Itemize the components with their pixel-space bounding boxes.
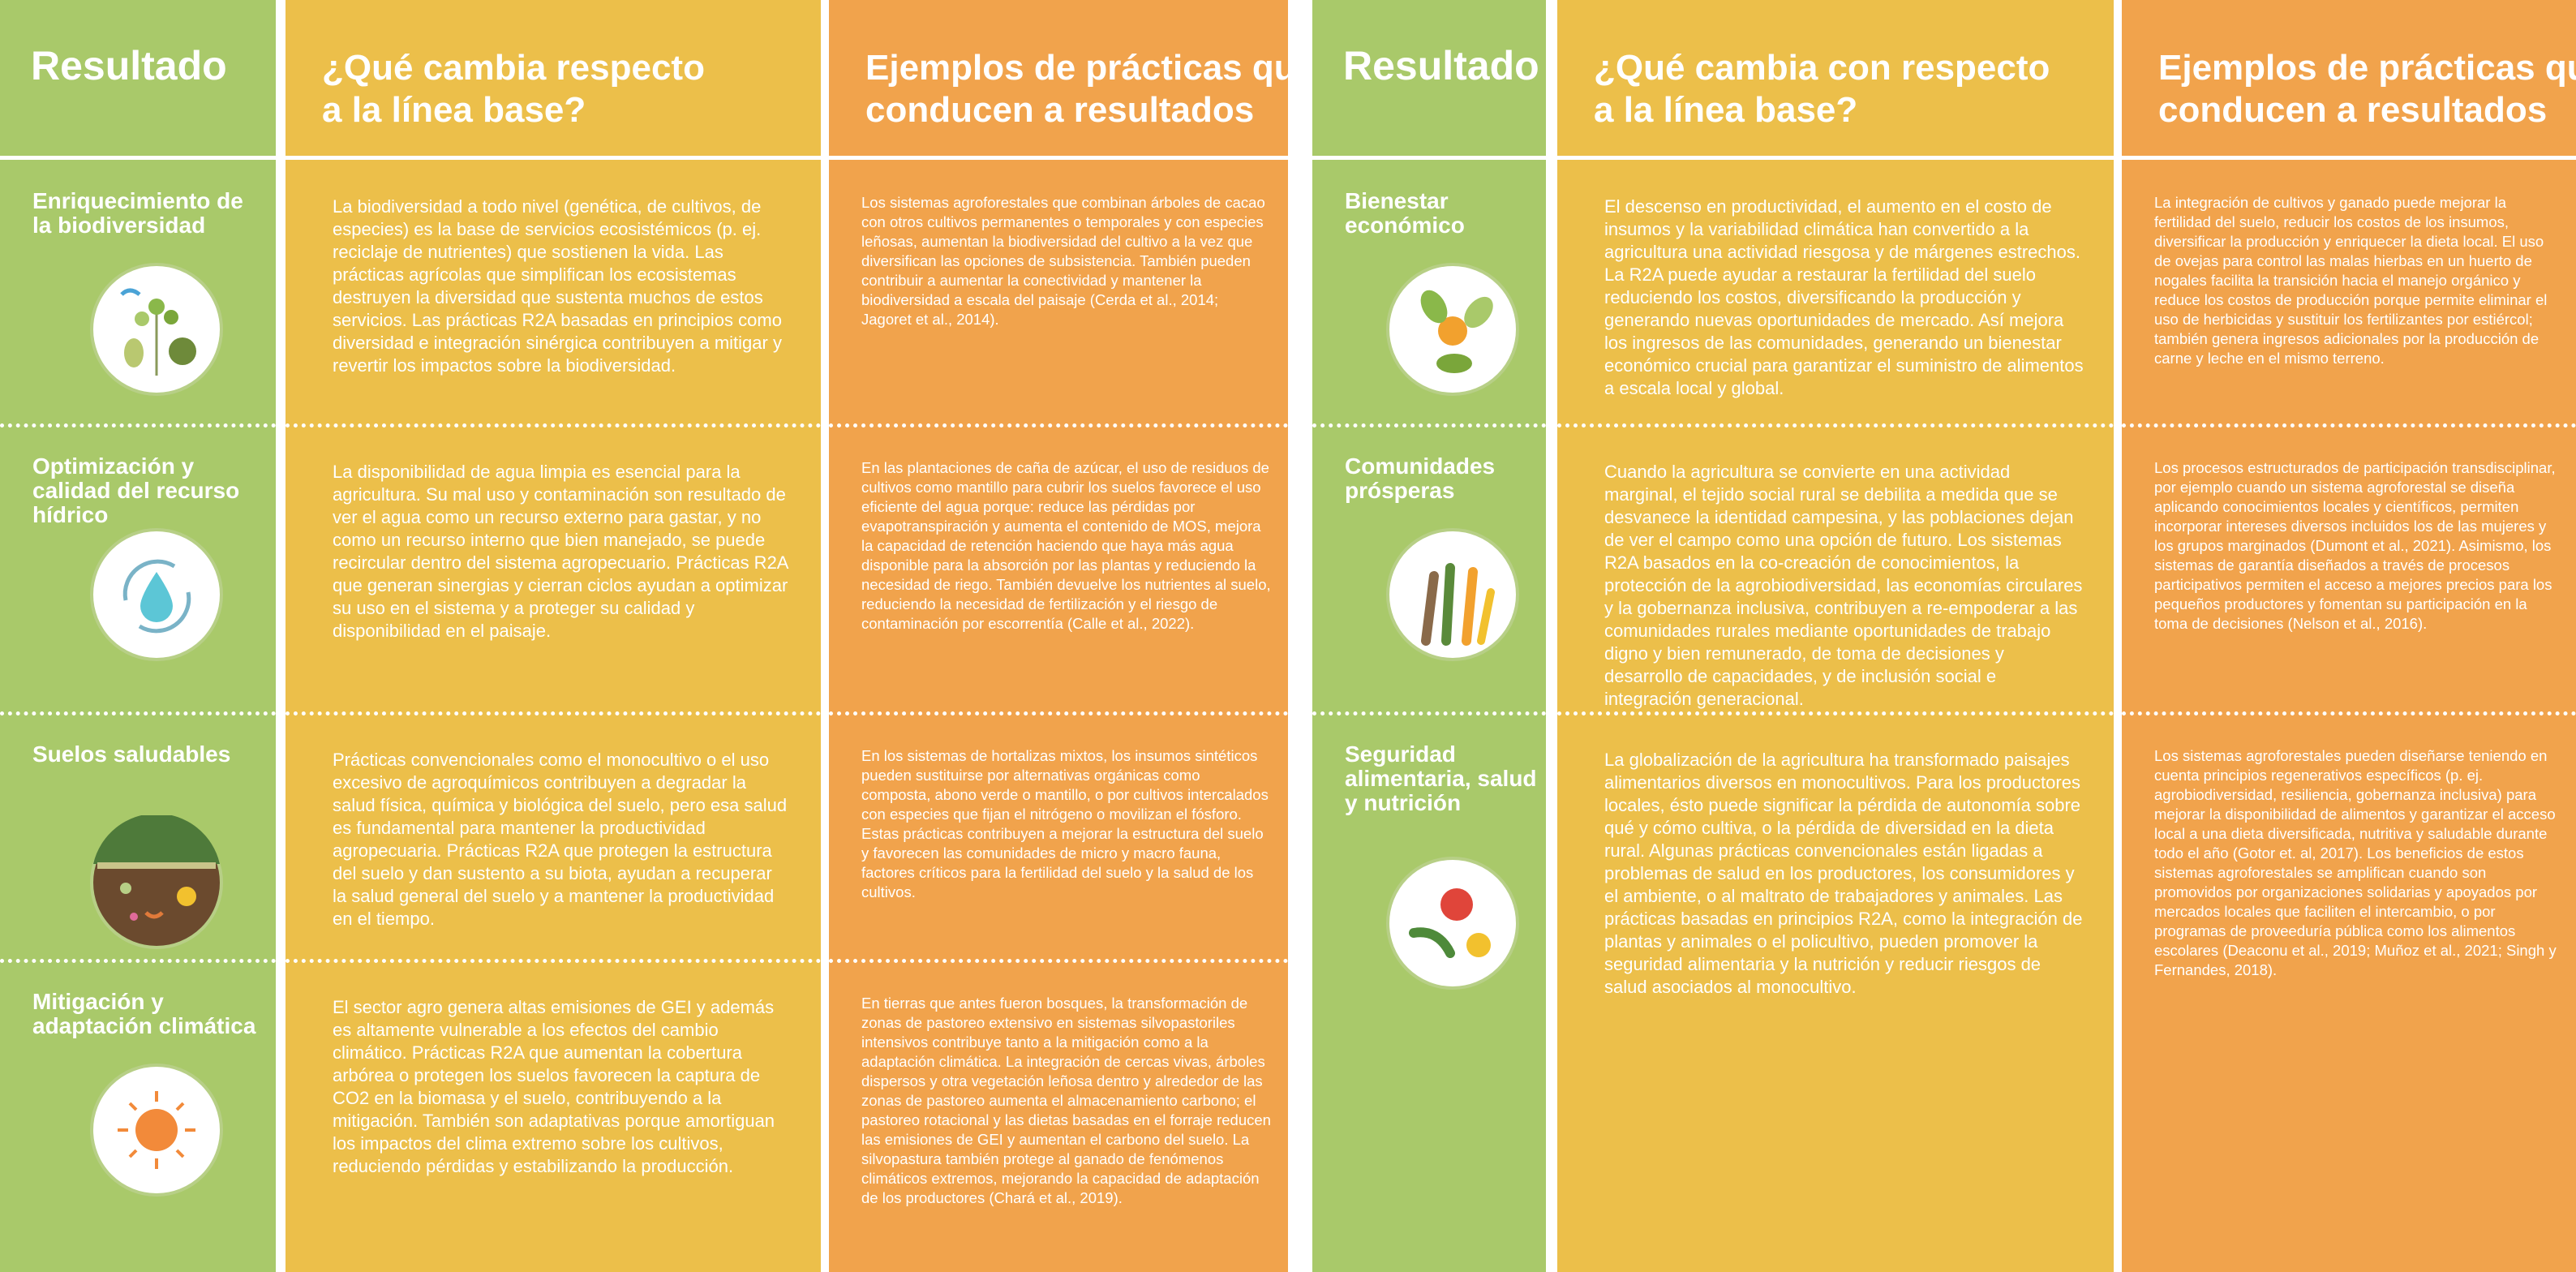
change-text: El sector agro genera altas emisiones de… <box>333 997 775 1176</box>
row-separator <box>829 423 1288 428</box>
header-rule <box>2122 156 2576 160</box>
outcome-label: Mitigación y adaptación climática <box>32 989 256 1038</box>
row-separator <box>286 959 821 963</box>
header-examples: conducen a resultados <box>865 90 1255 130</box>
row-separator <box>1557 711 2114 716</box>
row-separator <box>0 711 276 716</box>
header-rule <box>829 156 1288 160</box>
header-result: Resultado <box>31 43 227 88</box>
example-text: Los sistemas agroforestales pueden diseñ… <box>2154 747 2557 978</box>
row-separator <box>286 711 821 716</box>
outcome-icon <box>90 528 223 661</box>
header-examples: Ejemplos de prácticas que <box>865 48 1316 88</box>
header-result: Resultado <box>1343 43 1539 88</box>
header-change: ¿Qué cambia respecto <box>322 48 705 88</box>
header-examples: conducen a resultados <box>2158 90 2548 130</box>
outcome-label: Seguridad alimentaria, salud y nutrición <box>1345 741 1537 815</box>
example-text: En tierras que antes fueron bosques, la … <box>861 995 1271 1206</box>
row-separator <box>1557 423 2114 428</box>
header-change: ¿Qué cambia con respecto <box>1594 48 2050 88</box>
row-separator <box>286 423 821 428</box>
example-text: La integración de cultivos y ganado pued… <box>2154 194 2548 367</box>
header-rule <box>1557 156 2114 160</box>
row-separator <box>1312 423 1546 428</box>
change-text: El descenso en productividad, el aumento… <box>1604 196 2084 398</box>
header-examples: Ejemplos de prácticas que <box>2158 48 2576 88</box>
change-text: La biodiversidad a todo nivel (genética,… <box>333 196 782 376</box>
column-background <box>2122 0 2576 1272</box>
row-separator <box>1312 711 1546 716</box>
outcome-label: Comunidades prósperas <box>1345 453 1496 503</box>
outcome-icon <box>1386 263 1519 396</box>
outcome-icon <box>1386 857 1519 990</box>
header-rule <box>0 156 276 160</box>
example-text: En los sistemas de hortalizas mixtos, lo… <box>861 747 1269 900</box>
row-separator <box>2122 711 2576 716</box>
row-separator <box>829 711 1288 716</box>
column-background <box>286 0 821 1272</box>
example-text: Los sistemas agroforestales que combinan… <box>861 194 1265 328</box>
outcome-label: Bienestar económico <box>1345 188 1465 238</box>
header-rule <box>286 156 821 160</box>
outcome-icon <box>1386 528 1519 661</box>
change-text: La globalización de la agricultura ha tr… <box>1604 750 2083 997</box>
header-change: a la línea base? <box>1594 90 1858 130</box>
row-separator <box>0 423 276 428</box>
outcome-label: Suelos saludables <box>32 741 231 767</box>
change-text: Prácticas convencionales como el monocul… <box>333 750 788 929</box>
row-separator <box>0 959 276 963</box>
row-separator <box>829 959 1288 963</box>
outcome-icon <box>90 263 223 396</box>
outcome-icon <box>90 815 223 949</box>
change-text: Cuando la agricultura se convierte en un… <box>1604 462 2083 709</box>
outcome-label: Enriquecimiento de la biodiversidad <box>32 188 243 238</box>
row-separator <box>2122 423 2576 428</box>
change-text: La disponibilidad de agua limpia es esen… <box>333 462 788 641</box>
outcome-label: Optimización y calidad del recurso hídri… <box>32 453 240 527</box>
header-rule <box>1312 156 1546 160</box>
example-text: Los procesos estructurados de participac… <box>2154 459 2556 632</box>
outcome-icon <box>90 1064 223 1197</box>
column-background <box>829 0 1288 1272</box>
example-text: En las plantaciones de caña de azúcar, e… <box>861 459 1271 632</box>
header-change: a la línea base? <box>322 90 586 130</box>
column-background <box>1557 0 2114 1272</box>
